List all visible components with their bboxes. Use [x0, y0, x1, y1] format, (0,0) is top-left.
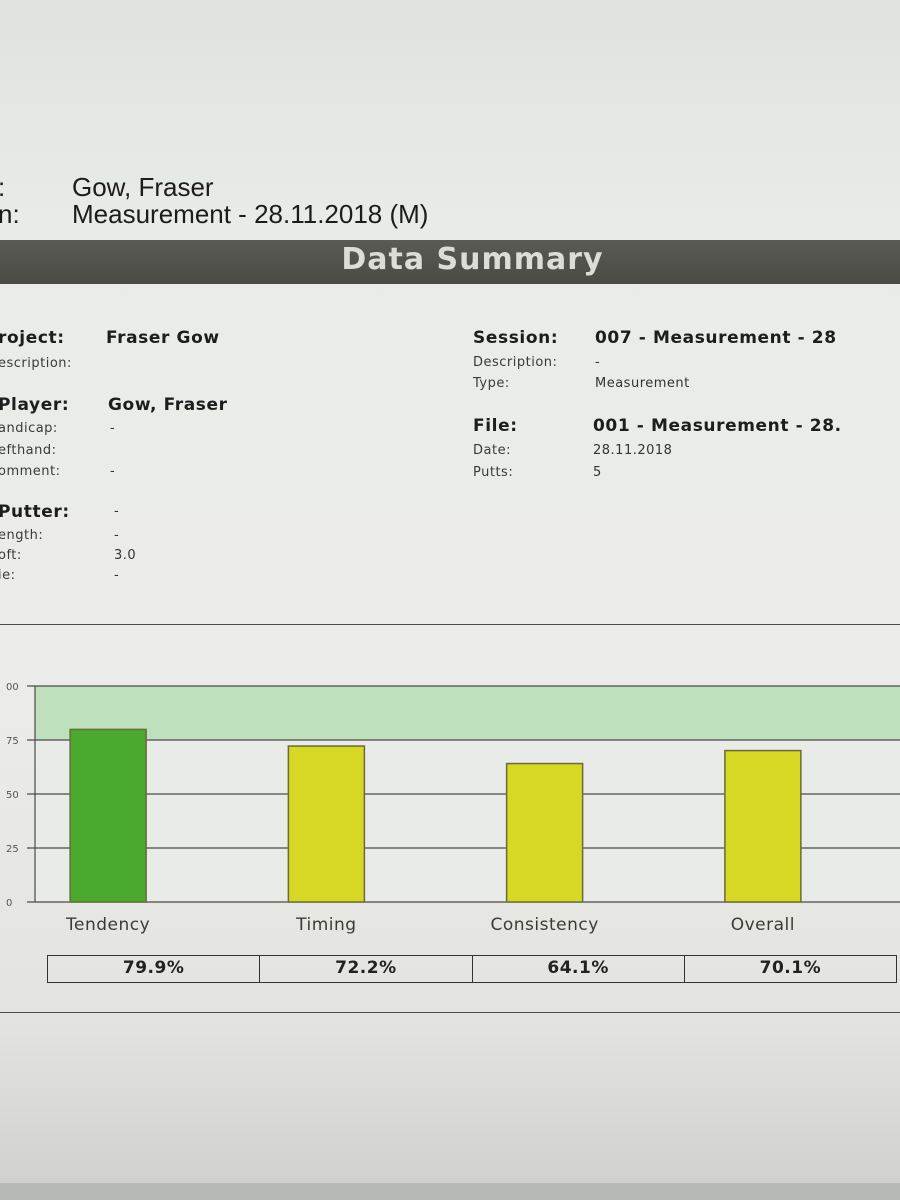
banner-title: Data Summary: [341, 242, 604, 277]
date-value: 28.11.2018: [593, 443, 673, 458]
putts-label: Putts:: [473, 465, 514, 480]
length-value: -: [114, 528, 120, 543]
file-label: File:: [473, 416, 518, 436]
type-value: Measurement: [595, 376, 690, 391]
date-label: Date:: [473, 443, 511, 458]
category-label-consistency: Consistency: [490, 915, 599, 935]
header-session-name: Measurement - 28.11.2018 (M): [72, 199, 429, 229]
good-zone-band: [35, 686, 900, 740]
session-description-label: Description:: [473, 355, 558, 370]
taskbar[interactable]: [0, 1183, 900, 1200]
score-bar-chart: 0 25 50 75 00: [6, 682, 900, 909]
footer-divider: [0, 1012, 900, 1013]
consistency-value: 64.1%: [473, 956, 685, 982]
lefthand-label: efthand:: [0, 443, 57, 458]
project-label: roject:: [0, 328, 65, 348]
file-value: 001 - Measurement - 28.: [593, 416, 842, 436]
handicap-value: -: [110, 421, 116, 436]
category-label-overall: Overall: [730, 915, 795, 935]
y-tick-label: 00: [6, 682, 19, 693]
player-label: Player:: [0, 395, 70, 415]
session-description-value: -: [595, 355, 601, 370]
comment-value: -: [110, 464, 116, 479]
bar-overall: [724, 749, 802, 903]
project-value: Fraser Gow: [106, 328, 220, 348]
bar-timing: [287, 745, 366, 903]
category-label-tendency: Tendency: [66, 915, 151, 935]
loft-label: oft:: [0, 548, 22, 563]
loft-value: 3.0: [114, 548, 137, 563]
score-value-table: 79.9% 72.2% 64.1% 70.1%: [47, 955, 897, 983]
session-label: Session:: [473, 328, 559, 348]
putter-value: -: [114, 504, 120, 519]
description-label: escription:: [0, 356, 72, 371]
header-player-label: :: [0, 172, 5, 203]
y-tick-label: 0: [6, 898, 12, 909]
putts-value: 5: [593, 465, 602, 480]
session-value: 007 - Measurement - 28: [595, 328, 837, 348]
y-tick-label: 50: [6, 790, 19, 801]
category-label-timing: Timing: [296, 915, 357, 935]
player-value: Gow, Fraser: [108, 395, 228, 415]
tendency-value: 79.9%: [48, 956, 261, 982]
section-divider: [0, 624, 900, 625]
handicap-label: andicap:: [0, 421, 58, 436]
y-tick-label: 75: [6, 736, 19, 747]
length-label: ength:: [0, 528, 44, 543]
header-session-label: n:: [0, 199, 20, 229]
lie-value: -: [114, 568, 120, 583]
timing-value: 72.2%: [260, 956, 473, 982]
comment-label: omment:: [0, 464, 61, 479]
bar-consistency: [505, 762, 584, 903]
type-label: Type:: [473, 376, 510, 391]
putter-label: Putter:: [0, 502, 70, 522]
y-tick-label: 25: [6, 844, 19, 855]
bar-tendency: [69, 728, 147, 903]
overall-value: 70.1%: [759, 958, 822, 978]
header-player-name: Gow, Fraser: [72, 172, 214, 202]
data-summary-banner: Data Summary: [0, 240, 900, 284]
lie-label: ie:: [0, 568, 16, 583]
